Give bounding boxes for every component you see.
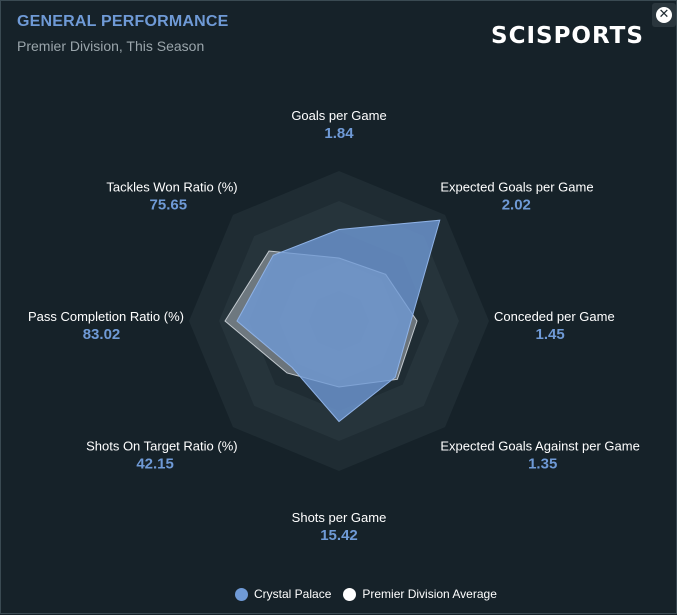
close-icon: ✕	[656, 7, 672, 23]
axis-label-expected-goals-per-game: Expected Goals per Game	[440, 180, 593, 195]
axis-label-goals-per-game: Goals per Game	[291, 108, 386, 123]
axis-value-shots-per-game: 15.42	[320, 527, 358, 544]
radar-series-crystal-palace[interactable]	[236, 219, 441, 423]
axis-value-goals-per-game: 1.84	[324, 125, 354, 142]
axis-value-tackles-won-ratio: 75.65	[150, 197, 188, 214]
axis-value-pass-completion-ratio: 83.02	[83, 326, 121, 343]
legend-label-average: Premier Division Average	[362, 587, 497, 601]
legend-item-team[interactable]: Crystal Palace	[235, 587, 331, 601]
axis-label-pass-completion-ratio: Pass Completion Ratio (%)	[28, 309, 184, 324]
legend-dot-average	[343, 587, 357, 601]
axis-value-conceded-per-game: 1.45	[535, 326, 564, 343]
axis-label-shots-per-game: Shots per Game	[292, 510, 387, 525]
legend-dot-team	[235, 587, 248, 601]
axis-label-tackles-won-ratio: Tackles Won Ratio (%)	[106, 180, 237, 195]
chart-legend: Crystal Palace Premier Division Average	[235, 587, 509, 601]
axis-value-expected-goals-per-game: 2.02	[502, 197, 531, 214]
axis-label-expected-goals-against-per-game: Expected Goals Against per Game	[440, 438, 639, 453]
close-button[interactable]: ✕	[652, 3, 676, 27]
axis-value-expected-goals-against-per-game: 1.35	[528, 455, 557, 472]
chart-subtitle: Premier Division, This Season	[17, 38, 205, 54]
legend-label-team: Crystal Palace	[254, 587, 332, 601]
axis-label-shots-on-target-ratio: Shots On Target Ratio (%)	[86, 438, 238, 453]
scisports-logo: SCISPORTS	[491, 23, 644, 49]
axis-value-shots-on-target-ratio: 42.15	[136, 455, 174, 472]
chart-title: GENERAL PERFORMANCE	[17, 13, 229, 30]
axis-label-conceded-per-game: Conceded per Game	[494, 309, 615, 324]
legend-item-average[interactable]: Premier Division Average	[343, 587, 497, 601]
